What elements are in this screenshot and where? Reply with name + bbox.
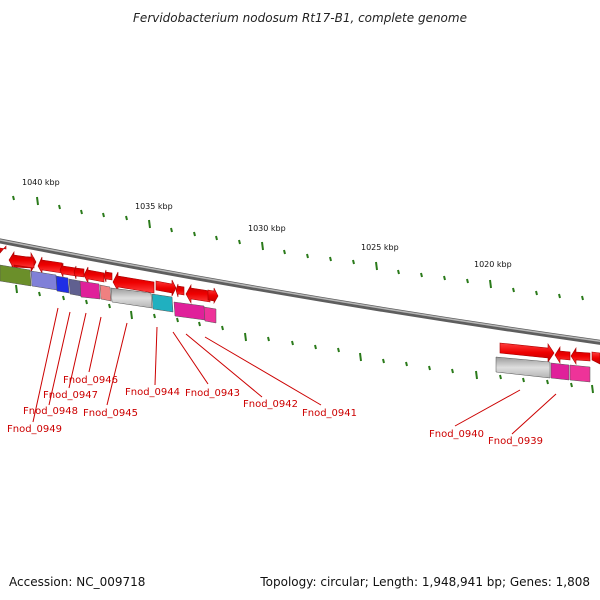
kbp-label-1030: 1030 kbp	[248, 224, 286, 233]
gene-label-fnod-0939: Fnod_0939	[488, 436, 543, 447]
kbp-label-1025: 1025 kbp	[361, 243, 399, 252]
gene-leader-lines	[32, 307, 557, 435]
gene-label-fnod-0945: Fnod_0945	[83, 408, 138, 419]
scale-ticks-upper	[12, 195, 584, 301]
gene-arrows-right-cluster	[499, 342, 600, 366]
gene-labels: Fnod_0949 Fnod_0948 Fnod_0947 Fnod_0946 …	[7, 375, 543, 447]
gene-blocks-right-cluster	[495, 356, 591, 383]
topology-text: Topology: circular; Length: 1,948,941 bp…	[259, 575, 590, 589]
kbp-label-1020: 1020 kbp	[474, 260, 512, 269]
gene-label-fnod-0941: Fnod_0941	[302, 408, 357, 419]
map-title: Fervidobacterium nodosum Rt17-B1, comple…	[133, 11, 467, 25]
gene-label-fnod-0946: Fnod_0946	[63, 375, 118, 386]
accession-text: Accession: NC_009718	[9, 575, 145, 589]
gene-label-fnod-0944: Fnod_0944	[125, 387, 180, 398]
gene-arrows-left-cluster	[0, 245, 219, 305]
gene-label-fnod-0942: Fnod_0942	[243, 399, 298, 410]
gene-blocks-left-cluster	[0, 264, 217, 324]
kbp-label-1040: 1040 kbp	[22, 178, 60, 187]
gene-label-fnod-0943: Fnod_0943	[185, 388, 240, 399]
scale-ticks-lower	[15, 284, 594, 394]
gene-label-fnod-0947: Fnod_0947	[43, 390, 98, 401]
gene-label-fnod-0940: Fnod_0940	[429, 429, 484, 440]
genome-backbone	[0, 238, 600, 345]
gene-label-fnod-0949: Fnod_0949	[7, 424, 62, 435]
gene-label-fnod-0948: Fnod_0948	[23, 406, 78, 417]
kbp-label-1035: 1035 kbp	[135, 202, 173, 211]
